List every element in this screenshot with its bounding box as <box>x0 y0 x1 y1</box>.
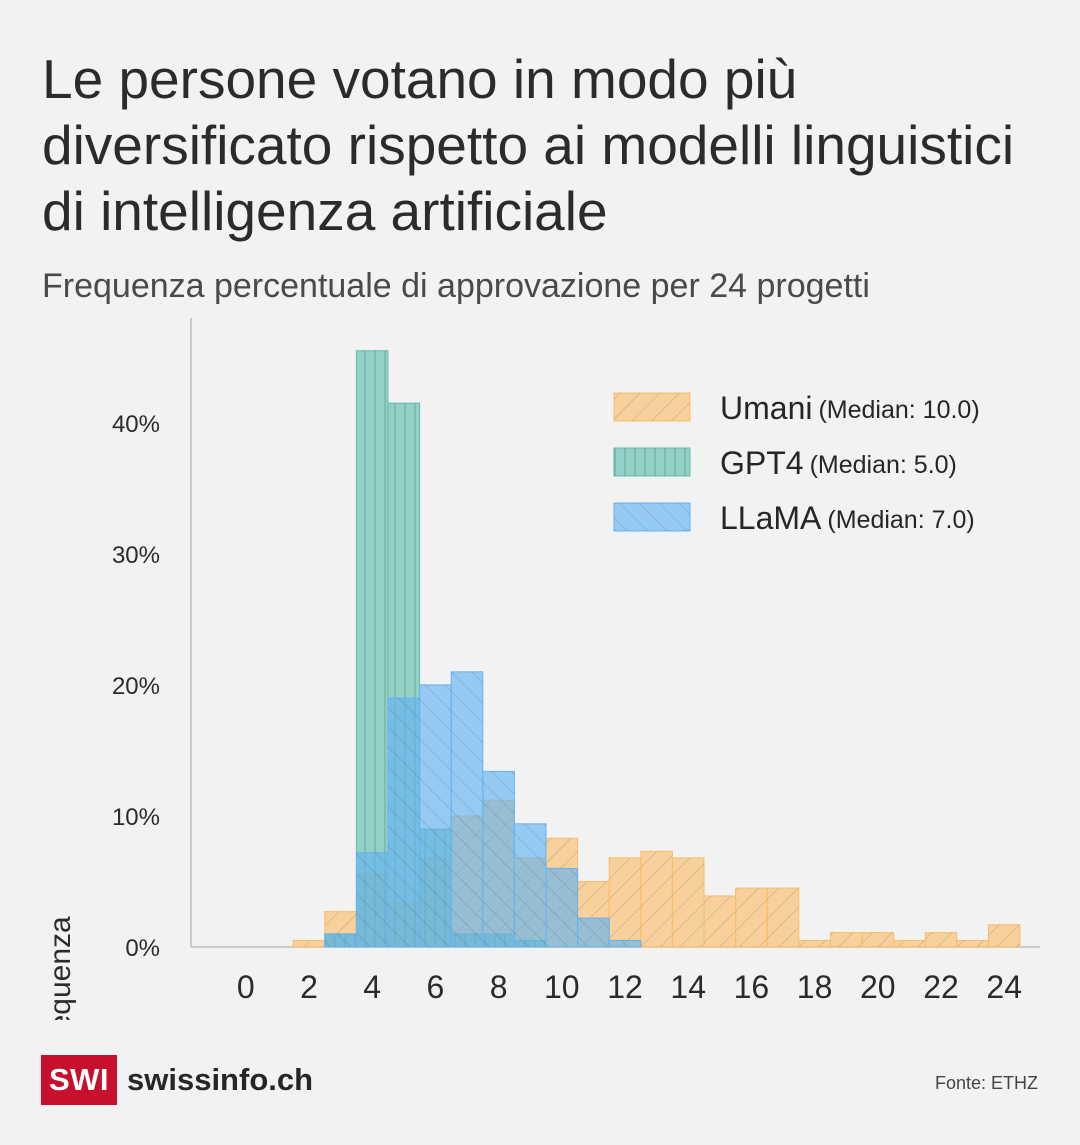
legend-label-umani: Umani <box>720 390 812 426</box>
x-ticks: 0 2 4 6 8 10 12 14 16 18 20 22 24 <box>237 969 1022 1005</box>
histogram-chart: 0 2 4 6 8 10 12 14 16 18 20 22 24 0%10%20%30%40% Fre… <box>44 318 1040 1020</box>
x-tick-label-4: 4 <box>363 969 381 1005</box>
bar-umani-2-hatch <box>293 940 325 947</box>
bar-llama-5-hatch <box>388 698 420 947</box>
legend-swatch-gpt4-hatch <box>614 448 690 476</box>
legend-label-llama: LLaMA <box>720 500 822 536</box>
y-tick-label-2: 20% <box>112 673 160 700</box>
bar-umani-21-hatch <box>893 940 926 947</box>
source-note: Fonte: ETHZ <box>934 1073 1038 1093</box>
bar-umani-24-hatch <box>988 924 1020 947</box>
legend-swatch-llama-hatch <box>614 503 690 531</box>
bar-umani-13-hatch <box>640 851 673 947</box>
legend-median-gpt4: (Median: 5.0) <box>810 451 957 479</box>
x-tick-label-2: 2 <box>300 969 318 1005</box>
bar-llama-12-hatch <box>609 940 641 947</box>
bar-llama-8-hatch <box>482 771 515 947</box>
bar-umani-23-hatch <box>956 940 989 947</box>
bar-llama-10-hatch <box>546 868 578 947</box>
chart-subtitle: Frequenza percentuale di approvazione pe… <box>42 267 870 305</box>
bar-gpt4-4-hatch <box>356 350 388 948</box>
x-tick-label-22: 22 <box>923 969 959 1005</box>
legend-swatch-umani-hatch <box>614 393 690 421</box>
swi-logo: SWI <box>41 1055 117 1105</box>
chart-title: Le persone votano in modo più diversific… <box>42 48 1015 242</box>
y-tick-label-0: 0% <box>125 935 160 962</box>
bar-umani-16-hatch <box>735 888 768 947</box>
bar-llama-9-hatch <box>514 823 546 947</box>
bar-umani-12-hatch <box>609 857 641 947</box>
bars-layer <box>292 350 1021 948</box>
bar-llama-6-hatch <box>419 684 452 947</box>
site-name: swissinfo.ch <box>127 1062 314 1097</box>
x-tick-label-20: 20 <box>860 969 896 1005</box>
bar-umani-20-hatch <box>862 932 894 947</box>
bar-umani-22-hatch <box>925 932 957 947</box>
x-tick-label-8: 8 <box>490 969 508 1005</box>
bar-umani-15-hatch <box>704 895 736 947</box>
y-tick-label-3: 30% <box>112 542 160 569</box>
x-tick-label-16: 16 <box>734 969 770 1005</box>
bar-llama-7-hatch <box>451 671 483 947</box>
legend-label-gpt4: GPT4 <box>720 445 804 481</box>
bar-umani-14-hatch <box>672 857 704 947</box>
bar-llama-11-hatch <box>577 918 610 947</box>
bar-umani-18-hatch <box>798 940 831 947</box>
bar-llama-3-hatch <box>324 933 357 947</box>
legend: Umani (Median: 10.0) GPT4 (Median: 5.0) LLaM… <box>613 390 980 536</box>
bar-umani-17-hatch <box>767 888 799 947</box>
bar-llama-4-hatch <box>356 852 388 947</box>
x-tick-label-10: 10 <box>544 969 580 1005</box>
y-ticks: 0% 10% 20% 30% 40% <box>112 411 160 962</box>
x-tick-label-14: 14 <box>670 969 706 1005</box>
bar-umani-19-hatch <box>830 932 862 947</box>
x-tick-label-18: 18 <box>797 969 833 1005</box>
legend-median-umani: (Median: 10.0) <box>818 396 979 424</box>
y-tick-label-1: 10% <box>112 804 160 831</box>
y-axis-label: Frequenza <box>44 916 77 1020</box>
legend-median-llama: (Median: 7.0) <box>827 506 974 534</box>
x-tick-label-12: 12 <box>607 969 643 1005</box>
x-tick-label-0: 0 <box>237 969 255 1005</box>
x-tick-label-24: 24 <box>986 969 1022 1005</box>
y-tick-label-4: 40% <box>112 411 160 438</box>
x-tick-label-6: 6 <box>427 969 445 1005</box>
